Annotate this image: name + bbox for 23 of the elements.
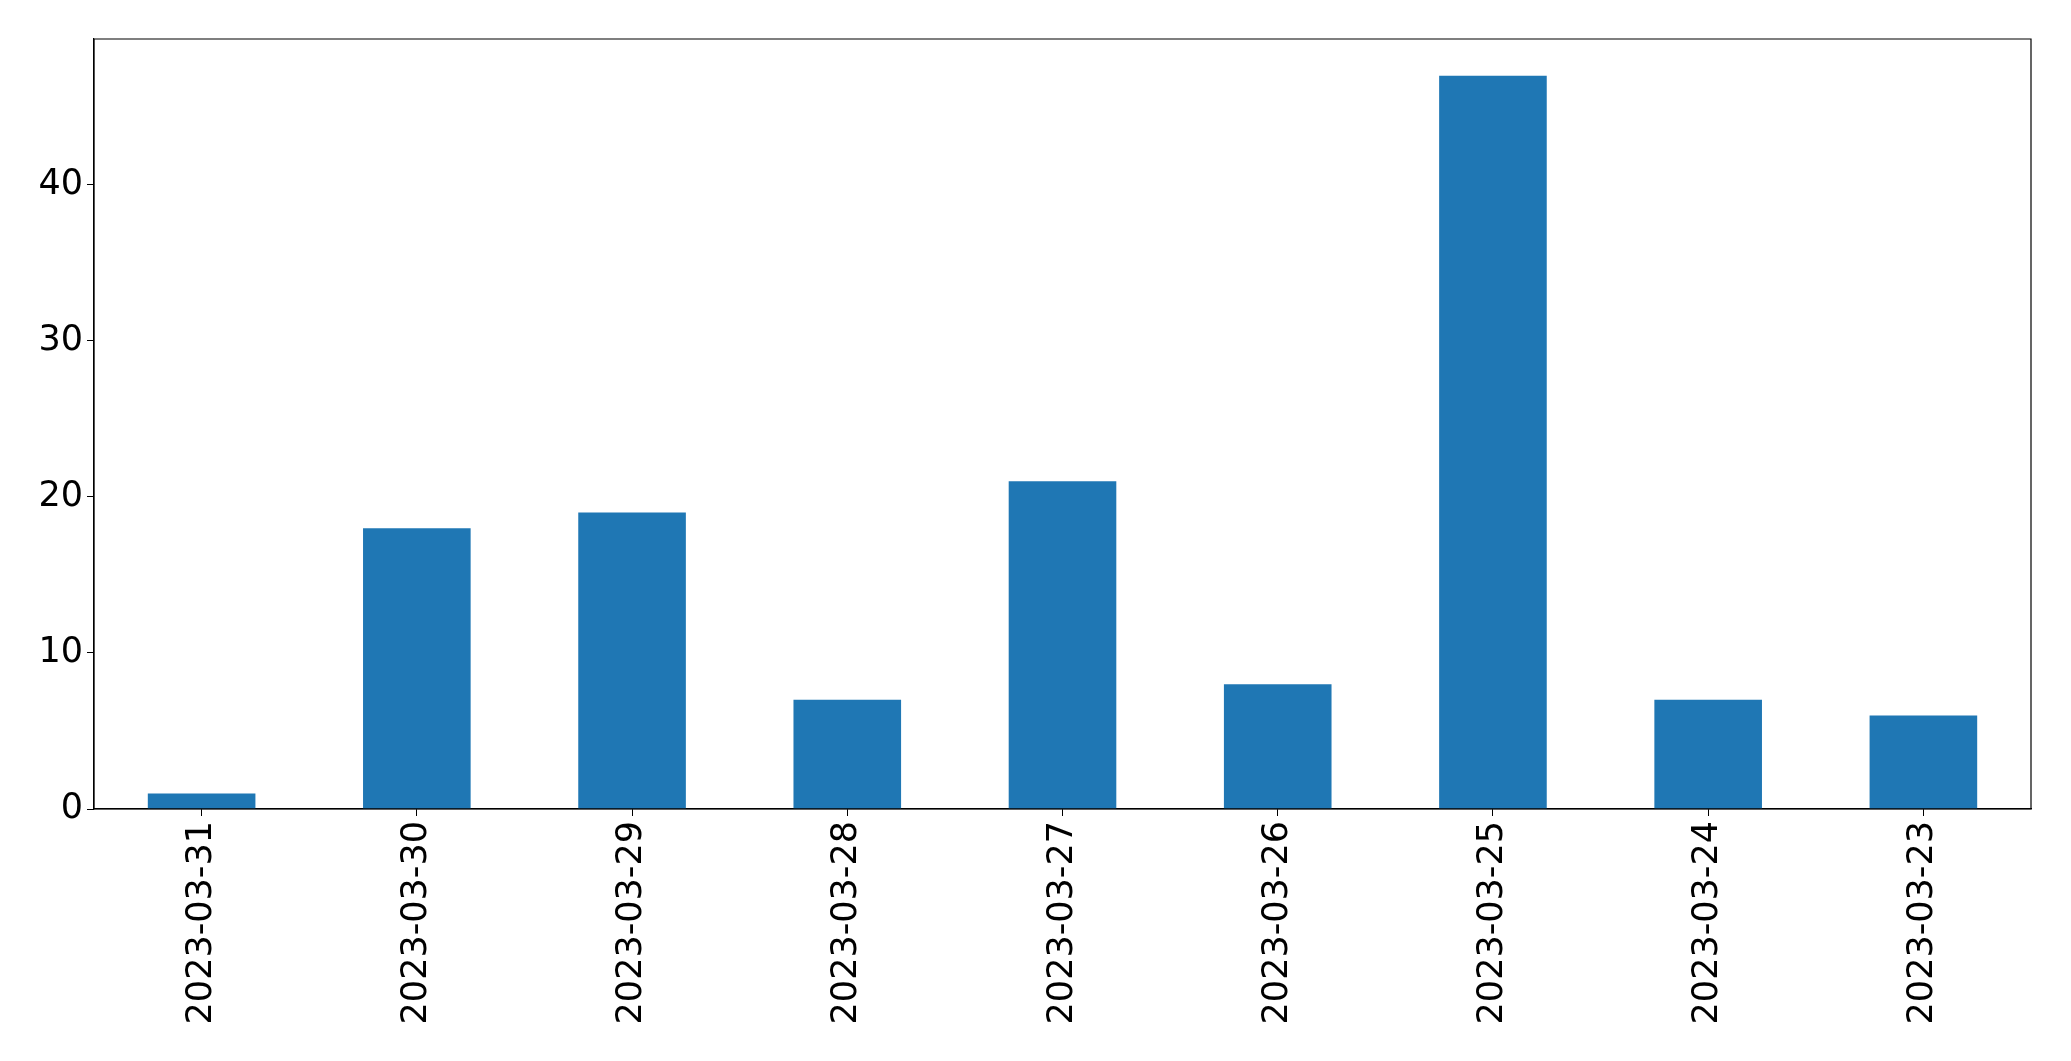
bar	[793, 699, 902, 809]
x-tick-label: 2023-03-23	[1900, 821, 1941, 1025]
x-tick-label: 2023-03-24	[1685, 821, 1726, 1025]
bar	[1223, 684, 1332, 809]
x-tick-label: 2023-03-29	[609, 821, 650, 1025]
x-tick-label: 2023-03-28	[824, 821, 865, 1025]
bar	[1654, 699, 1762, 809]
y-tick-label: 30	[38, 318, 83, 359]
bar	[1008, 481, 1117, 809]
y-tick-label: 20	[38, 474, 83, 515]
x-tick-label: 2023-03-30	[393, 821, 434, 1025]
x-tick-label: 2023-03-31	[178, 821, 219, 1025]
x-tick-label: 2023-03-25	[1470, 821, 1511, 1025]
bar	[578, 512, 686, 809]
x-tick-label: 2023-03-27	[1039, 821, 1080, 1025]
bar	[147, 793, 256, 809]
x-tick-label: 2023-03-26	[1254, 821, 1295, 1025]
bar	[1869, 715, 1978, 809]
bar	[363, 528, 471, 809]
y-tick-label: 10	[38, 630, 83, 671]
y-tick-label: 40	[38, 161, 83, 202]
bar	[1439, 75, 1547, 809]
y-tick-label: 0	[60, 786, 83, 827]
